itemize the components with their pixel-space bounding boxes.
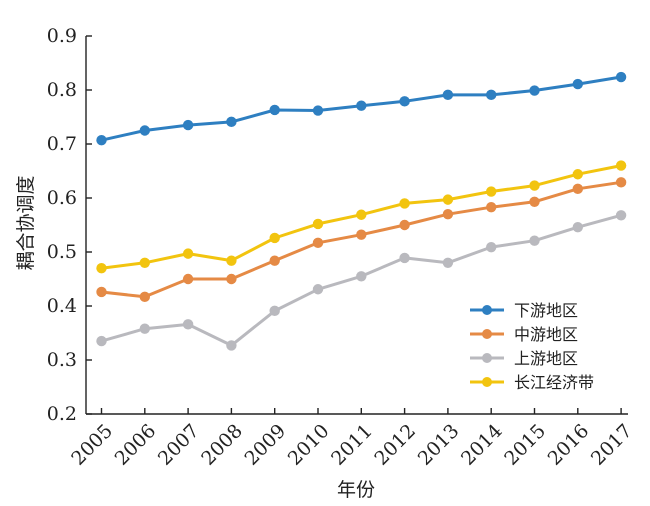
data-point xyxy=(615,71,627,83)
data-point xyxy=(96,135,107,146)
data-point xyxy=(96,335,107,347)
x-tick-label: 2015 xyxy=(500,420,550,470)
data-point xyxy=(312,237,324,249)
legend-swatch-marker xyxy=(482,377,492,387)
data-point xyxy=(269,104,280,116)
legend-label: 长江经济带 xyxy=(514,373,594,392)
series-3 xyxy=(96,210,627,351)
legend-label: 中游地区 xyxy=(514,325,578,344)
data-point xyxy=(529,85,540,96)
axes: 0.2 0.3 0.4 0.5 0.6 0.7 0.8 0.9 2005200620072008… xyxy=(47,25,637,470)
x-tick-label: 2008 xyxy=(197,420,247,470)
data-point xyxy=(96,286,107,298)
data-point xyxy=(486,201,497,213)
data-point xyxy=(269,305,280,317)
data-point xyxy=(269,232,280,244)
data-point xyxy=(486,241,497,253)
x-tick-label: 2005 xyxy=(67,420,117,470)
series-4 xyxy=(96,160,627,274)
data-point xyxy=(486,89,497,101)
legend-swatch-marker xyxy=(482,305,492,315)
data-point xyxy=(572,78,583,90)
data-point xyxy=(442,257,454,268)
data-point xyxy=(615,177,627,188)
x-tick-label: 2012 xyxy=(370,420,420,470)
legend-swatch-marker xyxy=(482,329,492,339)
data-point xyxy=(486,186,497,197)
data-point xyxy=(356,100,367,111)
data-point xyxy=(356,271,367,282)
data-point xyxy=(182,273,194,285)
data-point xyxy=(529,196,540,207)
y-tick-label: 0.4 xyxy=(47,295,77,317)
x-tick-label: 2017 xyxy=(587,420,637,470)
data-point xyxy=(226,340,237,351)
legend-item: 上游地区 xyxy=(470,349,578,368)
data-point xyxy=(312,284,324,295)
data-point xyxy=(442,209,454,220)
series-2 xyxy=(96,177,627,303)
data-point xyxy=(399,219,410,231)
data-point xyxy=(572,221,583,233)
data-point xyxy=(572,183,583,195)
legend-label: 上游地区 xyxy=(514,349,578,368)
data-point xyxy=(529,180,540,191)
data-point xyxy=(572,169,583,180)
data-point xyxy=(226,116,237,128)
data-point xyxy=(399,198,410,209)
data-point xyxy=(615,160,627,171)
data-point xyxy=(182,319,194,330)
y-axis-title: 耦合协调度 xyxy=(15,175,37,270)
series-1 xyxy=(96,71,627,146)
x-axis-title: 年份 xyxy=(337,479,375,501)
data-point xyxy=(615,210,627,221)
data-point xyxy=(269,255,280,266)
data-point xyxy=(312,105,324,116)
legend-label: 下游地区 xyxy=(514,301,578,320)
data-point xyxy=(529,235,540,246)
data-point xyxy=(139,291,150,303)
legend-item: 下游地区 xyxy=(470,301,578,320)
x-tick-label: 2013 xyxy=(414,420,464,470)
y-tick-label: 0.6 xyxy=(47,187,77,209)
data-point xyxy=(356,209,367,220)
x-tick-label: 2007 xyxy=(154,420,204,470)
data-point xyxy=(226,255,237,266)
x-tick-label: 2014 xyxy=(457,420,507,470)
data-point xyxy=(356,229,367,240)
data-point xyxy=(442,89,454,101)
y-tick-label: 0.5 xyxy=(47,241,77,263)
x-tick-label: 2011 xyxy=(327,420,377,470)
data-point xyxy=(139,323,150,334)
data-point xyxy=(226,273,237,285)
y-tick-label: 0.2 xyxy=(47,403,77,425)
data-point xyxy=(399,96,410,107)
x-tick-label: 2010 xyxy=(284,420,334,470)
y-tick-label: 0.9 xyxy=(47,25,77,47)
series-layer xyxy=(96,71,627,351)
x-tick-label: 2009 xyxy=(240,420,290,470)
legend-swatch-marker xyxy=(482,353,492,363)
legend-item: 中游地区 xyxy=(470,325,578,344)
y-tick-label: 0.8 xyxy=(47,79,77,101)
y-tick-label: 0.3 xyxy=(47,349,77,371)
data-point xyxy=(139,257,150,268)
data-point xyxy=(312,218,324,230)
data-point xyxy=(442,194,454,205)
data-point xyxy=(96,263,107,274)
data-point xyxy=(182,248,194,259)
data-point xyxy=(182,119,194,131)
legend-item: 长江经济带 xyxy=(470,373,594,392)
y-tick-label: 0.7 xyxy=(47,133,77,155)
x-tick-label: 2016 xyxy=(544,420,594,470)
data-point xyxy=(399,252,410,264)
x-tick-label: 2006 xyxy=(111,420,161,470)
data-point xyxy=(139,125,150,136)
